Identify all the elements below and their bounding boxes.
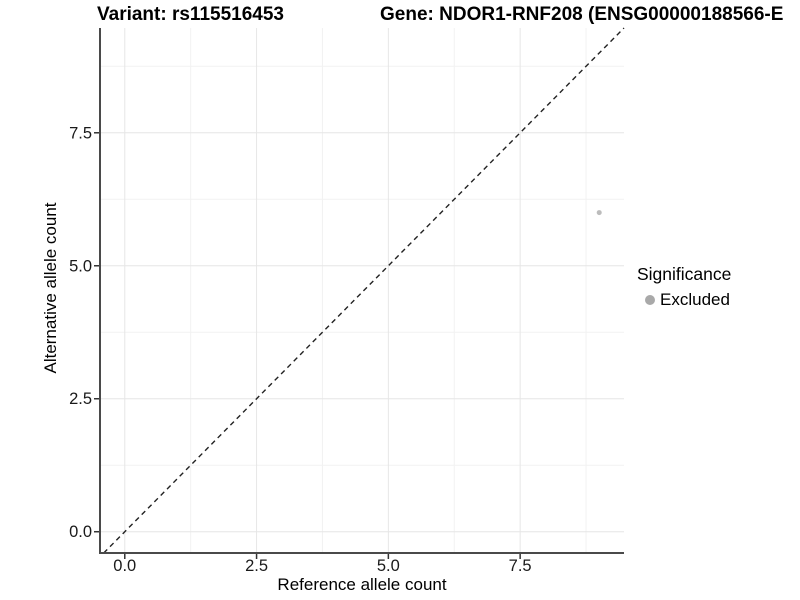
legend-title: Significance (637, 264, 732, 284)
y-tick-label: 7.5 (69, 124, 92, 142)
y-tick-label: 2.5 (69, 390, 92, 408)
x-tick-label: 2.5 (245, 557, 268, 575)
identity-dashed-line (103, 27, 625, 554)
y-tick-label: 0.0 (69, 523, 92, 541)
legend-point-icon (645, 295, 655, 305)
legend-item-label: Excluded (660, 290, 730, 309)
data-point (596, 210, 602, 216)
x-axis-label: Reference allele count (277, 575, 447, 594)
x-tick-label: 7.5 (509, 557, 532, 575)
legend: Significance Excluded (637, 264, 731, 310)
plot-title-gene: Gene: NDOR1-RNF208 (ENSG00000188566-E (380, 4, 784, 25)
y-axis-label: Alternative allele count (41, 202, 60, 374)
y-tick-label: 5.0 (69, 257, 92, 275)
x-tick-label: 0.0 (113, 557, 136, 575)
x-tick-label: 5.0 (377, 557, 400, 575)
legend-item-excluded: Excluded (637, 290, 731, 310)
plot-title-variant: Variant: rs115516453 (97, 4, 284, 25)
